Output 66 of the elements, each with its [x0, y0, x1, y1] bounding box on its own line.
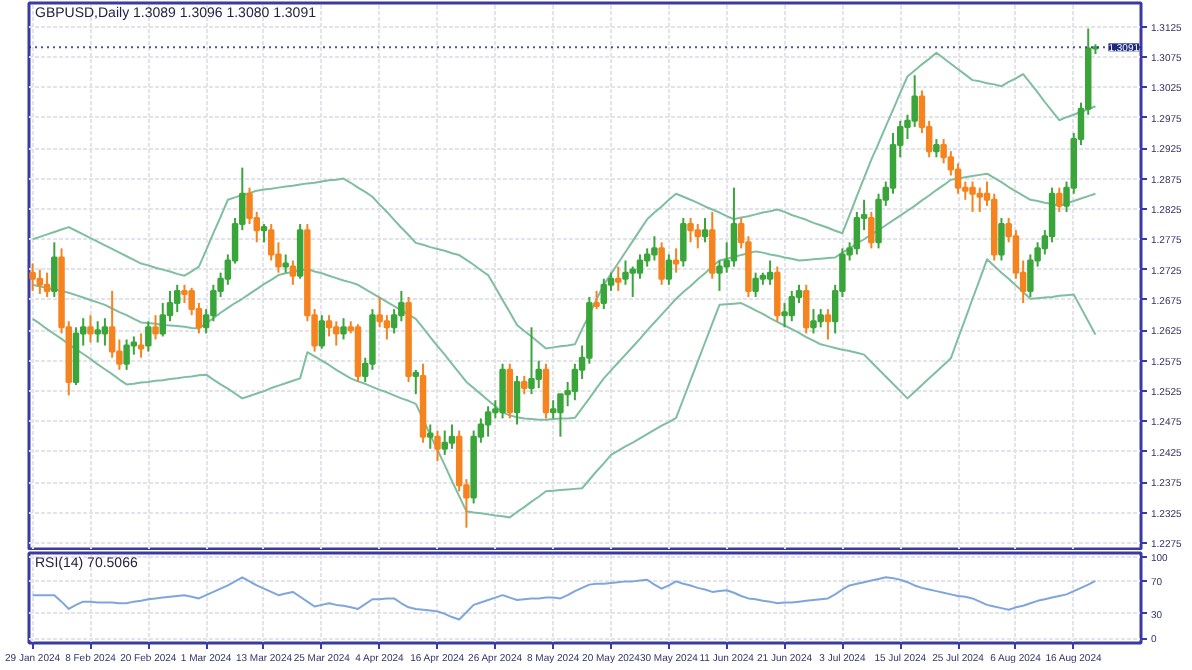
candlestick [868, 210, 875, 250]
candlestick [499, 362, 506, 420]
candlestick [87, 314, 94, 344]
candlestick [600, 277, 608, 311]
candlestick [542, 362, 550, 420]
candlestick [803, 283, 810, 335]
candlestick [651, 235, 658, 262]
candlestick [781, 302, 788, 329]
candlestick [448, 423, 456, 450]
candlestick [412, 368, 420, 396]
candlestick [810, 308, 817, 335]
line-series [31, 258, 1097, 519]
candlestick [51, 241, 58, 298]
candlestick [484, 405, 492, 438]
candlestick [137, 332, 145, 359]
candlestick [752, 271, 759, 298]
candlestick [730, 186, 738, 268]
candlestick [282, 253, 289, 274]
candlestick [969, 180, 976, 213]
candlestick [694, 223, 702, 250]
candlestick [434, 429, 441, 462]
candlestick [824, 308, 832, 341]
candlestick [687, 217, 694, 244]
candlestick [441, 429, 448, 456]
candlestick [173, 283, 181, 314]
candlestick [325, 314, 333, 338]
candlestick [774, 265, 781, 323]
candlestick [615, 265, 622, 292]
candlestick [521, 374, 528, 396]
line-series [31, 51, 1097, 350]
candlestick [549, 399, 557, 420]
candlestick [36, 268, 44, 295]
candlestick [766, 259, 774, 286]
candlestick [817, 308, 824, 329]
line-series [31, 576, 1097, 621]
candlestick [513, 374, 521, 426]
candlestick [1056, 186, 1063, 213]
candlestick [629, 265, 636, 298]
candlestick [43, 271, 51, 298]
candlestick [998, 217, 1005, 262]
candlestick [709, 210, 716, 280]
candlestick [933, 138, 940, 159]
candlestick [340, 317, 347, 341]
candlestick [123, 338, 130, 371]
candlestick [145, 320, 152, 353]
candlestick [29, 262, 36, 292]
candlestick [528, 326, 535, 396]
candlestick [506, 362, 514, 420]
candlestick [680, 217, 687, 268]
candlestick [94, 320, 101, 344]
candlestick [665, 253, 673, 286]
candlestick [701, 217, 709, 244]
candlestick [658, 241, 665, 286]
candlestick [333, 320, 340, 347]
candlestick [152, 314, 159, 341]
candlestick [593, 289, 600, 311]
candlestick [318, 314, 326, 350]
candlestick [296, 223, 304, 280]
candlestick [289, 259, 297, 286]
candlestick [788, 289, 796, 323]
candlestick [181, 283, 188, 305]
candlestick [101, 317, 109, 347]
candlestick [427, 423, 434, 450]
candlestick [976, 186, 984, 213]
candlestick [672, 247, 680, 274]
candlestick [260, 223, 268, 244]
